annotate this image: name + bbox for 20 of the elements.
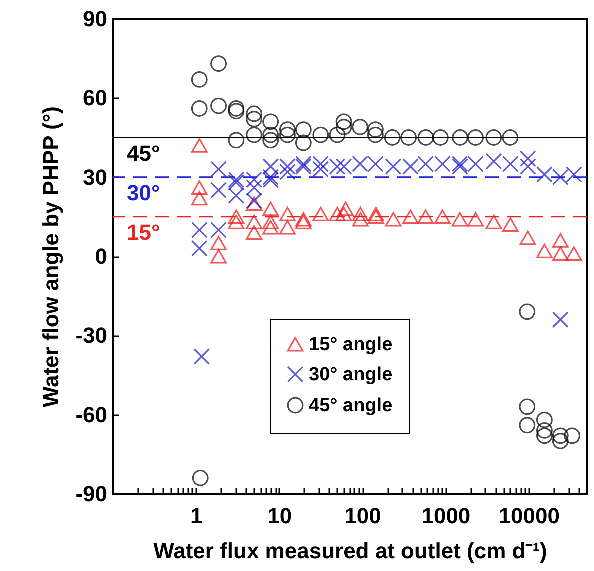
ref-line-label: 15° [127,220,160,245]
y-tick-label: 0 [95,244,108,269]
x-tick-label: 10000 [498,504,560,528]
y-tick-label: -60 [76,402,108,428]
y-axis-title: Water flow angle by PHPP (°) [38,106,64,408]
ref-line-label: 45° [127,140,160,166]
x-tick-label: 100 [344,504,382,528]
x-tick-label: 10 [268,504,292,528]
x-tick-label: 1 [190,504,203,528]
legend-label: 15° angle [309,334,393,356]
legend-label: 45° angle [309,396,393,416]
x-axis-title: Water flux measured at outlet (cm d⁻¹) [154,538,548,564]
ref-line-label: 30° [127,180,160,206]
y-tick-label: -30 [76,323,108,348]
y-tick-label: 30 [83,164,108,190]
x-tick-label: 1000 [422,504,471,528]
y-tick-label: 90 [83,6,108,32]
legend-label: 30° angle [309,364,393,386]
y-tick-label: 60 [83,86,108,111]
y-tick-label: -90 [76,482,108,506]
